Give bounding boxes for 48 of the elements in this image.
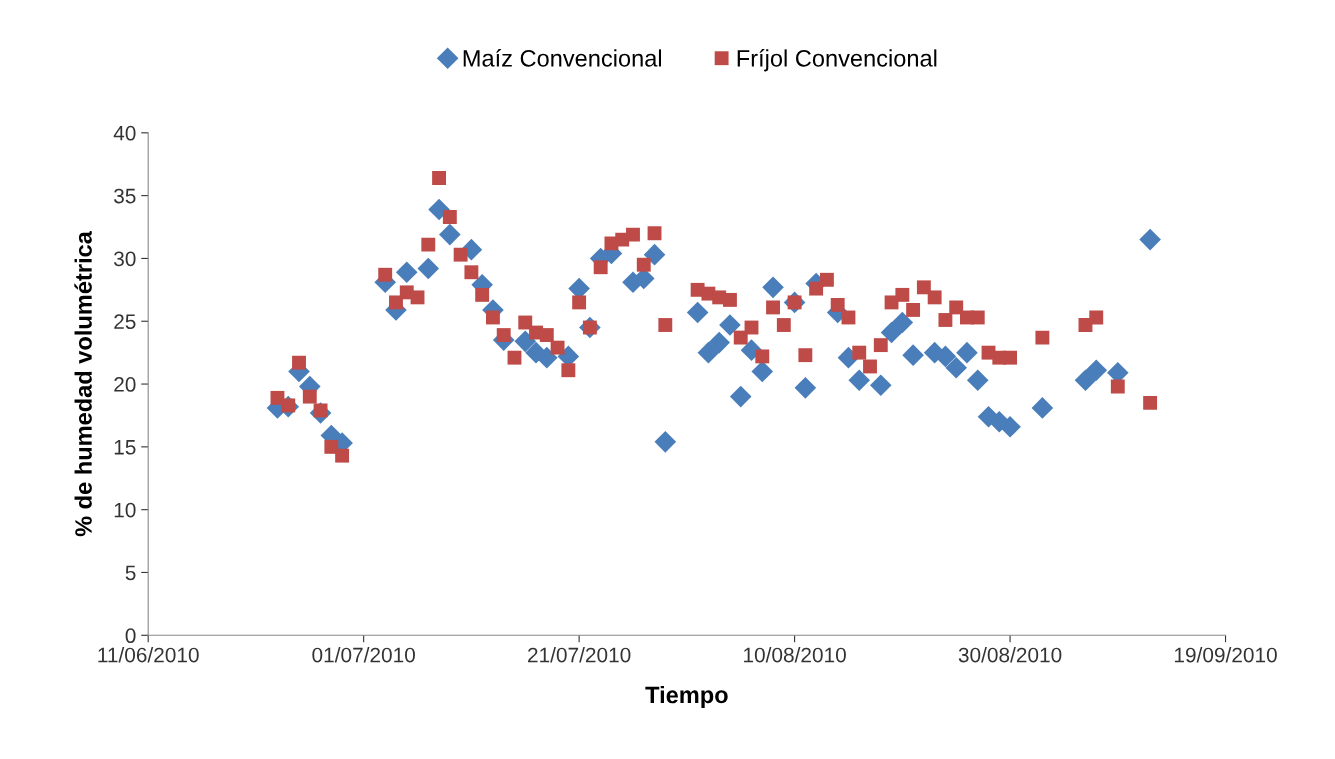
- x-tick-label: 21/07/2010: [528, 647, 631, 663]
- point: [1031, 397, 1054, 419]
- y-tick-label: 30: [114, 251, 136, 267]
- x-tick-label: 01/07/2010: [312, 647, 415, 663]
- point: [1139, 228, 1161, 251]
- point: [719, 314, 741, 336]
- point: [514, 330, 537, 353]
- x-axis-title: Tiempo: [645, 685, 728, 708]
- x-tick-label: 30/08/2010: [958, 647, 1062, 663]
- point: [945, 356, 967, 379]
- point: [643, 243, 666, 266]
- point: [697, 341, 720, 364]
- point: [1074, 369, 1097, 392]
- point: [428, 198, 450, 221]
- point: [686, 301, 709, 324]
- y-tick-label: 5: [125, 565, 136, 581]
- point: [794, 377, 817, 399]
- x-tick-label: 19/09/2010: [1174, 647, 1277, 663]
- point: [966, 369, 989, 392]
- y-tick-label: 10: [114, 502, 136, 518]
- point: [708, 331, 730, 354]
- point: [999, 415, 1021, 438]
- x-tick-label: 10/08/2010: [744, 647, 846, 663]
- point: [729, 385, 752, 408]
- x-tick-label: 11/06/2010: [98, 647, 199, 663]
- point: [956, 341, 978, 364]
- y-tick-label: 20: [114, 377, 136, 392]
- point: [891, 311, 914, 334]
- y-tick-label: 25: [114, 314, 136, 329]
- point: [417, 257, 440, 280]
- y-axis-title: % de humedad volumétrica: [74, 231, 92, 537]
- point: [880, 321, 903, 344]
- point: [1085, 359, 1108, 382]
- point: [762, 276, 784, 299]
- y-tick-label: 35: [114, 188, 136, 204]
- y-tick-label: 15: [114, 440, 136, 455]
- legend-label: Maíz Convencional: [463, 49, 662, 67]
- point: [848, 369, 871, 392]
- y-tick-label: 40: [113, 125, 136, 141]
- point: [439, 223, 461, 246]
- point: [536, 346, 558, 369]
- y-tick-label: 0: [125, 628, 136, 644]
- point: [395, 261, 418, 284]
- point: [869, 374, 892, 397]
- point: [654, 431, 677, 453]
- legend-label: Fríjol Convencional: [737, 49, 937, 72]
- point: [902, 344, 924, 366]
- point: [751, 360, 774, 383]
